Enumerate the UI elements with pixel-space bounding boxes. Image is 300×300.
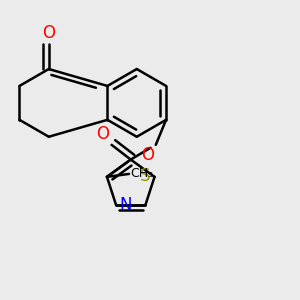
- Text: S: S: [140, 167, 150, 185]
- Text: N: N: [120, 196, 132, 214]
- Text: O: O: [96, 125, 109, 143]
- Text: O: O: [42, 24, 55, 42]
- Text: O: O: [141, 146, 154, 164]
- Text: CH₃: CH₃: [130, 167, 154, 180]
